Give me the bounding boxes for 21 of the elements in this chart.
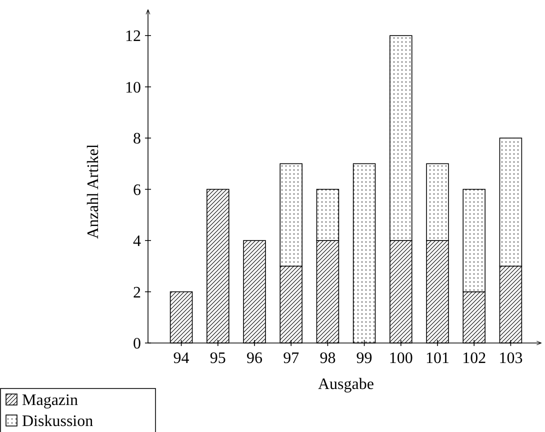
x-tick-label: 101 [426, 350, 450, 367]
x-tick-label: 102 [462, 350, 486, 367]
x-tick-label: 97 [283, 350, 300, 367]
y-tick-label: 10 [125, 79, 141, 96]
x-tick-label: 103 [498, 350, 523, 367]
y-tick-label: 2 [133, 284, 141, 302]
y-tick-label: 8 [133, 130, 141, 148]
y-tick-label: 4 [133, 233, 141, 250]
legend-label: Diskussion [22, 413, 94, 430]
x-tick-label: 95 [210, 350, 226, 367]
legend-label: Magazin [22, 392, 78, 409]
x-tick-label: 94 [173, 350, 190, 367]
x-axis-title: Ausgabe [318, 376, 374, 393]
x-tick-label: 100 [388, 350, 413, 367]
x-tick-label: 98 [320, 350, 336, 367]
x-tick-label: 96 [246, 350, 262, 367]
y-tick-label: 6 [133, 182, 141, 199]
y-tick-label: 12 [125, 28, 141, 46]
x-tick-label: 99 [356, 350, 372, 367]
y-tick-label: 0 [133, 336, 141, 353]
y-axis-title: Anzahl Artikel [85, 144, 102, 239]
